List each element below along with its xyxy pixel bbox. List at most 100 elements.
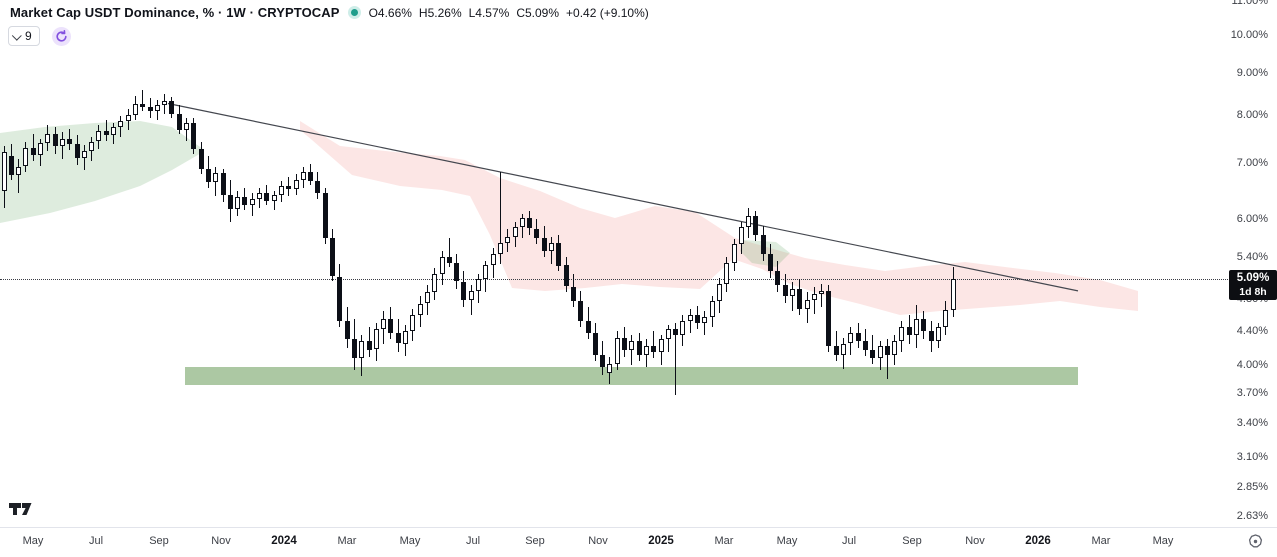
candle-body-down: [366, 341, 372, 350]
candle-body-up: [490, 254, 496, 266]
time-tick-month: Mar: [714, 535, 734, 547]
candle-body-down: [622, 337, 627, 350]
candle-body-down: [592, 332, 598, 355]
candle-body-down: [534, 228, 540, 238]
candle-body-up: [359, 341, 365, 359]
candle-body-down: [264, 193, 270, 201]
candle-body-up: [497, 243, 503, 255]
ohlc-high: H5.26%: [418, 5, 462, 20]
candle-wick: [186, 118, 187, 142]
candle-body-down: [570, 286, 576, 302]
price-tick-label: 5.40%: [1236, 250, 1268, 263]
candle-wick: [499, 171, 501, 265]
candle-wick: [653, 331, 655, 359]
candle-body-down: [636, 341, 642, 355]
candle-body-up: [519, 218, 525, 227]
candle-body-up: [373, 329, 379, 350]
status-dot-icon[interactable]: [347, 6, 361, 19]
candle-body-down: [578, 301, 584, 322]
candle-body-up: [892, 341, 898, 355]
candle-body-down: [826, 290, 832, 347]
candle-wick: [872, 335, 874, 364]
current-price-label: 5.09% 1d 8h: [1229, 269, 1277, 300]
candle-wick: [251, 193, 253, 217]
time-tick-month: Jul: [841, 535, 857, 547]
candle-body-up: [38, 142, 43, 155]
symbol-legend[interactable]: Market Cap USDT Dominance, % · 1W · CRYP…: [10, 5, 649, 20]
time-tick-month: May: [776, 535, 798, 547]
candle-body-up: [118, 121, 124, 128]
time-tick-month: Jul: [88, 535, 104, 547]
descending-trendline[interactable]: [167, 102, 1079, 292]
tradingview-logo[interactable]: [9, 502, 36, 521]
candle-wick: [791, 281, 793, 312]
time-tick-month: Sep: [525, 535, 545, 547]
candle-body-down: [695, 315, 700, 323]
candle-body-down: [140, 103, 146, 107]
symbol-title[interactable]: Market Cap USDT Dominance, % · 1W · CRYP…: [10, 5, 340, 20]
candle-body-up: [23, 147, 29, 167]
price-tick-label: 3.70%: [1236, 387, 1268, 399]
candle-body-down: [461, 281, 467, 300]
price-tick-label: 4.00%: [1236, 358, 1268, 371]
candle-body-down: [198, 148, 204, 170]
price-tick-label: 8.00%: [1236, 109, 1268, 122]
time-tick-year: 2026: [1025, 535, 1051, 547]
indicator-row: 9: [8, 26, 71, 46]
ohlc-close: C5.09%: [516, 5, 560, 20]
candle-body-up: [1, 152, 7, 191]
candle-body-down: [782, 285, 788, 297]
candle-body-down: [30, 147, 36, 155]
price-tick-label: 2.63%: [1236, 509, 1268, 522]
candle-body-down: [870, 349, 876, 359]
candle-body-down: [322, 193, 328, 238]
replay-icon[interactable]: [51, 26, 71, 46]
candle-body-up: [841, 343, 846, 355]
candle-body-up: [89, 141, 95, 152]
candle-body-up: [111, 127, 116, 136]
price-tick-label: 9.00%: [1236, 66, 1268, 79]
candle-body-down: [330, 237, 335, 277]
time-tick-month: Nov: [211, 535, 231, 547]
candle-body-down: [169, 101, 175, 114]
time-tick-year: 2025: [648, 535, 674, 547]
time-tick-month: Nov: [965, 535, 985, 547]
candle-body-down: [176, 113, 182, 130]
candle-body-up: [278, 186, 284, 196]
candle-wick: [704, 311, 706, 336]
candle-body-up: [877, 346, 883, 359]
candle-body-up: [899, 327, 905, 341]
candle-body-down: [906, 327, 912, 336]
indicator-length-button[interactable]: 9: [8, 26, 40, 46]
ichimoku-cloud-green: [0, 121, 203, 223]
candle-body-down: [8, 156, 14, 176]
time-tick-month: Mar: [337, 535, 357, 547]
ohlc-change: +0.42 (+9.10%): [566, 5, 649, 20]
price-tick-label: 3.10%: [1236, 450, 1268, 463]
candle-body-down: [928, 331, 934, 342]
candle-body-down: [103, 130, 109, 136]
candle-body-up: [914, 319, 919, 336]
candle-body-up: [154, 104, 160, 112]
candle-body-down: [315, 180, 321, 194]
candle-body-down: [74, 143, 80, 158]
time-tick-month: Nov: [588, 535, 608, 547]
candle-body-down: [205, 169, 211, 183]
candle-wick: [821, 283, 823, 308]
time-scale[interactable]: May Jul Sep Nov 2024 Mar May Jul Sep Nov 2025 Mar Ma…: [0, 527, 1277, 557]
candle-body-down: [242, 197, 248, 205]
candle-wick: [675, 323, 677, 396]
candle-body-up: [607, 363, 613, 373]
candle-body-down: [651, 346, 657, 353]
time-tick-month: Sep: [902, 535, 922, 547]
candle-body-down: [768, 254, 773, 271]
settings-icon[interactable]: [1247, 533, 1264, 555]
candle-body-down: [541, 237, 547, 251]
candle-body-up: [257, 193, 262, 199]
candle-body-up: [709, 301, 715, 317]
chevron-down-icon: [11, 30, 22, 41]
candle-body-up: [716, 283, 722, 302]
candle-body-down: [52, 134, 58, 147]
bar-countdown: 1d 8h: [1239, 285, 1267, 298]
